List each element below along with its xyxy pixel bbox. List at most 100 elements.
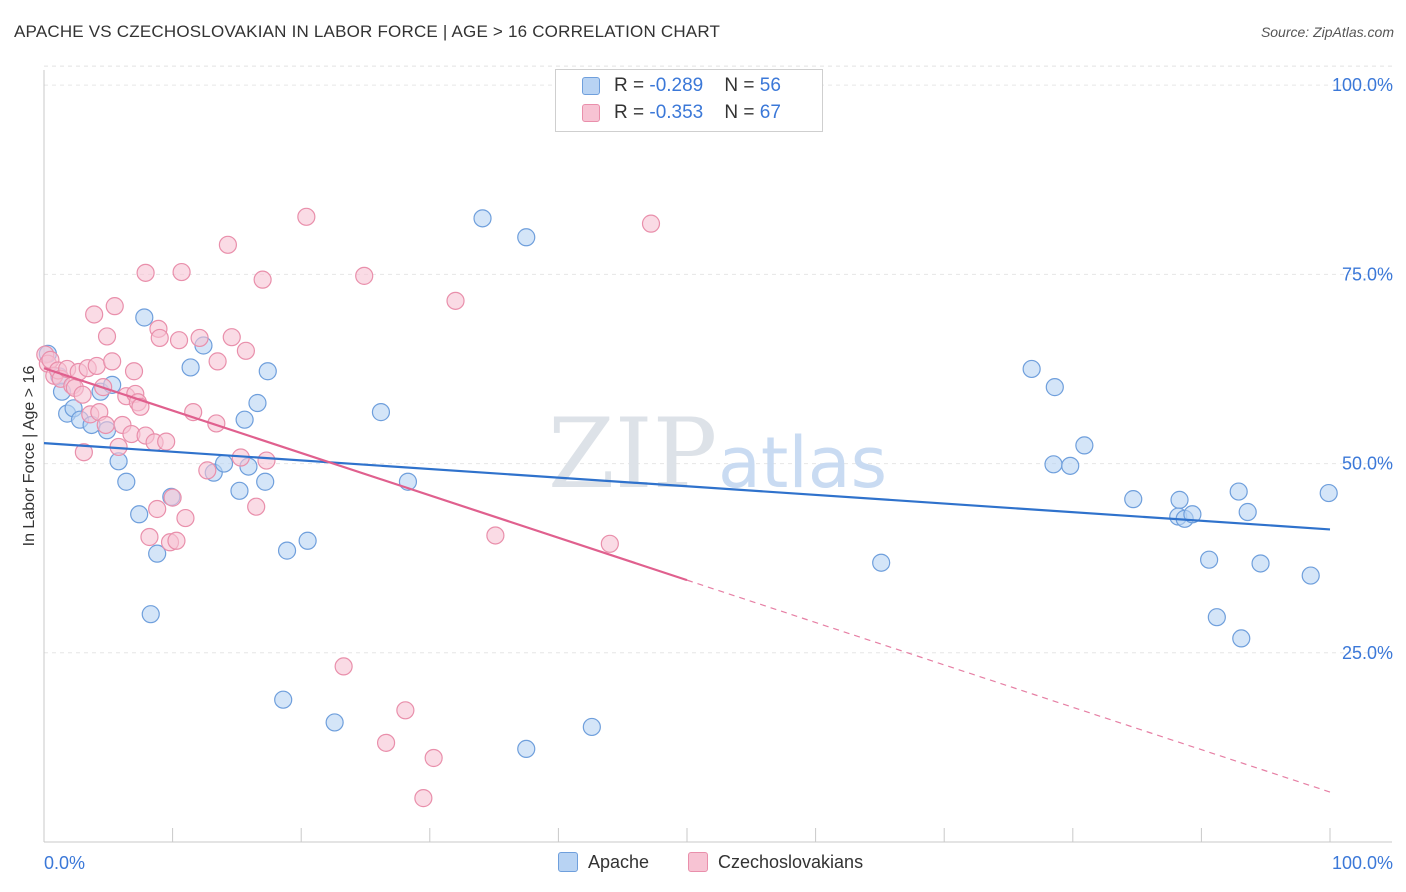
czech-trend-line-dashed bbox=[686, 579, 1331, 793]
apache-point bbox=[1061, 456, 1080, 475]
apache-point bbox=[1207, 608, 1226, 627]
legend-apache-text: R = -0.289 N = 56 bbox=[614, 75, 781, 97]
apache-point bbox=[235, 410, 254, 429]
tick-labels: 25.0% 50.0% 75.0% 100.0% 0.0% 100.0% bbox=[44, 75, 1393, 873]
watermark-zip: ZIP bbox=[548, 398, 717, 510]
y-tick-label: 25.0% bbox=[1342, 643, 1393, 663]
czech-trend-line bbox=[43, 367, 688, 582]
czech-swatch bbox=[582, 104, 600, 122]
czech-point bbox=[172, 262, 191, 282]
apache-point bbox=[473, 209, 492, 228]
apache-point bbox=[1200, 550, 1219, 569]
czech-point bbox=[600, 534, 619, 553]
chart-title: APACHE VS CZECHOSLOVAKIAN IN LABOR FORCE… bbox=[14, 22, 721, 41]
x-tick-label-max: 100.0% bbox=[1332, 853, 1393, 873]
bottom-legend-apache: Apache bbox=[558, 852, 649, 873]
czech-point bbox=[136, 263, 155, 282]
apache-point bbox=[1022, 359, 1041, 379]
czech-point bbox=[486, 526, 505, 545]
legend-apache-r-value: -0.289 bbox=[649, 75, 704, 96]
czech-point bbox=[163, 488, 182, 507]
apache-point bbox=[135, 308, 154, 327]
czech-point bbox=[446, 291, 465, 310]
czech-point bbox=[176, 508, 195, 528]
czech-point bbox=[96, 415, 115, 435]
trend-lines bbox=[43, 367, 1331, 793]
apache-point bbox=[1075, 436, 1094, 455]
apache-legend-swatch bbox=[558, 852, 578, 872]
czech-points bbox=[36, 207, 661, 808]
czech-point bbox=[253, 270, 272, 289]
bottom-legend-czech: Czechoslovakians bbox=[688, 852, 863, 873]
apache-point bbox=[1301, 566, 1320, 585]
axes bbox=[43, 70, 1392, 843]
apache-trend-line bbox=[43, 442, 1331, 531]
czech-point bbox=[157, 432, 176, 451]
apache-point bbox=[1232, 629, 1251, 648]
y-tick-label: 50.0% bbox=[1342, 454, 1393, 474]
czech-point bbox=[124, 362, 144, 381]
apache-point bbox=[141, 605, 160, 624]
czech-point bbox=[396, 701, 415, 720]
legend-czech-text: R = -0.353 N = 67 bbox=[614, 102, 781, 124]
apache-point bbox=[582, 717, 601, 737]
apache-point bbox=[258, 362, 277, 381]
apache-point bbox=[214, 454, 234, 473]
y-tick-label: 100.0% bbox=[1332, 75, 1393, 95]
czech-point bbox=[169, 331, 189, 350]
watermark: ZIP atlas bbox=[548, 398, 887, 510]
watermark-atlas: atlas bbox=[718, 422, 887, 504]
czech-point bbox=[97, 327, 117, 346]
apache-point bbox=[274, 690, 293, 709]
apache-point bbox=[298, 531, 317, 550]
czech-point bbox=[257, 451, 276, 470]
czech-point bbox=[376, 733, 396, 752]
czech-point bbox=[131, 397, 150, 416]
legend-czech-n-label: N = bbox=[724, 102, 760, 123]
legend-czech-n-value: 67 bbox=[759, 102, 781, 123]
y-axis-label: In Labor Force | Age > 16 bbox=[21, 366, 38, 547]
apache-point bbox=[325, 713, 344, 732]
czech-point bbox=[208, 352, 227, 371]
legend-apache-n-value: 56 bbox=[759, 75, 781, 96]
x-tick-label-min: 0.0% bbox=[44, 853, 85, 873]
apache-point bbox=[148, 544, 167, 563]
czech-point bbox=[85, 305, 104, 324]
legend-apache-r-label: R = bbox=[614, 75, 650, 96]
czech-point bbox=[355, 266, 374, 285]
apache-point bbox=[1124, 490, 1143, 509]
czech-point bbox=[222, 328, 241, 347]
czech-point bbox=[334, 657, 353, 676]
czech-point bbox=[150, 328, 169, 348]
apache-point bbox=[371, 403, 391, 422]
czech-point bbox=[140, 527, 159, 547]
apache-swatch bbox=[582, 77, 600, 95]
apache-point bbox=[1229, 482, 1248, 501]
apache-point bbox=[1170, 490, 1189, 509]
apache-point bbox=[1183, 505, 1202, 524]
czech-legend-swatch bbox=[688, 852, 708, 872]
source-label: Source: ZipAtlas.com bbox=[1260, 24, 1394, 40]
czech-point bbox=[207, 414, 226, 433]
apache-point bbox=[872, 553, 891, 572]
czech-point bbox=[198, 461, 217, 480]
czech-point bbox=[190, 328, 209, 348]
apache-point bbox=[130, 505, 149, 524]
correlation-legend: R = -0.289 N = 56 R = -0.353 N = 67 bbox=[555, 69, 823, 132]
czech-point bbox=[148, 499, 167, 519]
czech-point bbox=[236, 341, 256, 360]
czech-point bbox=[167, 531, 186, 550]
apache-point bbox=[1238, 502, 1257, 522]
apache-point bbox=[1251, 554, 1270, 573]
apache-point bbox=[1319, 483, 1338, 503]
legend-czech-r-label: R = bbox=[614, 102, 650, 123]
apache-point bbox=[277, 541, 297, 560]
apache-point bbox=[117, 472, 136, 491]
czech-point bbox=[297, 207, 316, 226]
apache-point bbox=[517, 228, 536, 247]
czech-point bbox=[74, 443, 93, 462]
czech-point bbox=[424, 748, 443, 768]
czech-point bbox=[641, 214, 661, 233]
czech-point bbox=[103, 352, 122, 371]
